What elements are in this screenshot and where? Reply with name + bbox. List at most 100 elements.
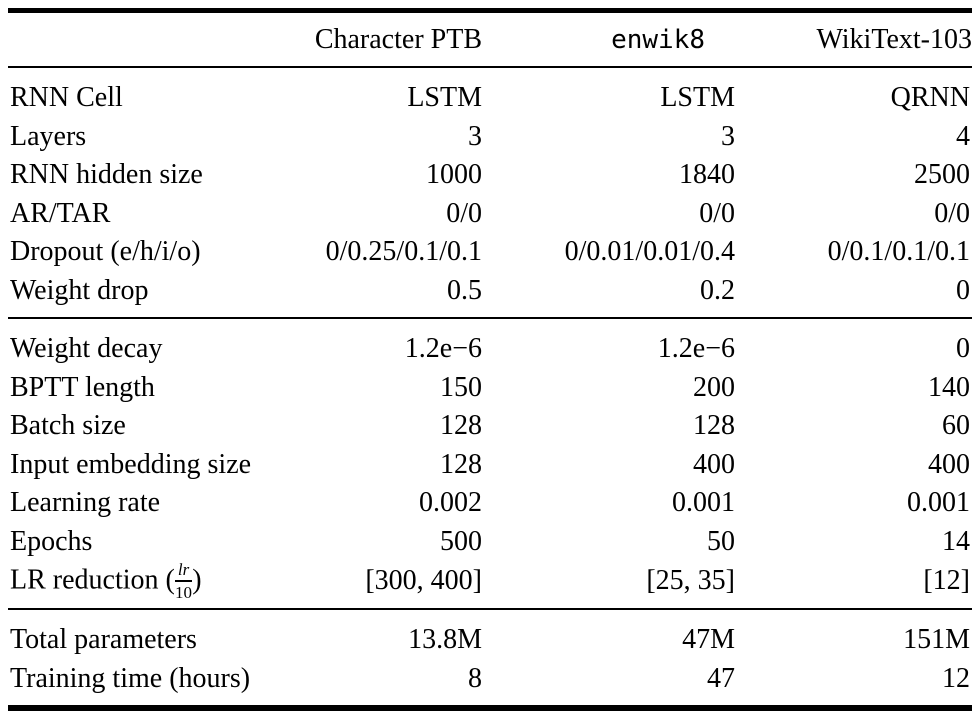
- row-label-text: Layers: [10, 120, 87, 152]
- cell-value: LSTM: [407, 82, 482, 113]
- row-label: Training time (hours): [8, 660, 308, 709]
- cell-value: 0.001: [672, 487, 735, 518]
- fraction-close-paren: ): [192, 564, 202, 596]
- cell-value: 128: [440, 448, 482, 480]
- fraction-numerator: lr: [174, 561, 193, 582]
- table-row: BPTT length 150 200 140: [8, 369, 972, 408]
- cell-value: 140: [928, 371, 970, 403]
- table-section-1: RNN Cell LSTM LSTM QRNN Layers 3 3 4 RNN hidden …: [8, 67, 972, 318]
- cell-value: 128: [440, 410, 482, 441]
- row-label: RNN Cell: [8, 67, 308, 118]
- cell-value: 0/0.1/0.1/0.1: [827, 236, 970, 267]
- cell-value: 14: [942, 525, 970, 557]
- cell-value: 1.2e−6: [657, 333, 735, 364]
- cell-value: 200: [693, 371, 735, 403]
- cell-value: 3: [721, 120, 735, 152]
- row-label-text: Input embedding size: [10, 448, 252, 480]
- cell-value: 0.002: [419, 487, 482, 518]
- table-row: RNN hidden size 1000 1840 2500: [8, 156, 972, 195]
- row-label-text: Training time (hours): [10, 662, 251, 694]
- table-row: Dropout (e/h/i/o) 0/0.25/0.1/0.1 0/0.01/0.…: [8, 233, 972, 272]
- table-row: Epochs 500 50 14: [8, 523, 972, 562]
- header-row: Character PTB enwik8 WikiText-103: [8, 10, 972, 68]
- cell-value: 0.5: [447, 274, 482, 306]
- fraction-open-paren: (: [165, 564, 175, 596]
- table-row: Input embedding size 128 400 400: [8, 446, 972, 485]
- cell-value: 3: [468, 120, 482, 152]
- cell-value: 0/0.25/0.1/0.1: [325, 236, 482, 267]
- lr-fraction: lr 10: [174, 561, 193, 601]
- table-row: Training time (hours) 8 47 12: [8, 660, 972, 709]
- row-label-text: Weight drop: [10, 274, 149, 306]
- row-label-text: LR reduction: [10, 564, 166, 596]
- cell-value: [12]: [923, 564, 970, 596]
- cell-value: 0/0: [699, 197, 735, 229]
- row-label: Batch size: [8, 407, 308, 446]
- row-label-text: Learning rate: [10, 487, 161, 518]
- table-row: Weight decay 1.2e−6 1.2e−6 0: [8, 318, 972, 369]
- cell-value: 2500: [914, 159, 970, 190]
- row-label-text: RNN hidden size: [10, 159, 203, 190]
- cell-value: 0.001: [907, 487, 970, 518]
- cell-value: 0.2: [700, 274, 735, 306]
- row-label: Input embedding size: [8, 446, 308, 485]
- cell-value: 0: [956, 274, 970, 306]
- row-label-text: Epochs: [10, 525, 93, 557]
- table-header: Character PTB enwik8 WikiText-103: [8, 10, 972, 68]
- cell-value: 13.8M: [408, 624, 482, 655]
- table-row: Total parameters 13.8M 47M 151M: [8, 609, 972, 660]
- row-label: Layers: [8, 118, 308, 157]
- cell-value: 1840: [679, 159, 735, 190]
- table-row: LR reduction (lr 10) [300, 400] [25, 35] [12…: [8, 561, 972, 609]
- row-label-text: Total parameters: [10, 624, 197, 655]
- row-label-text: Weight decay: [10, 333, 163, 364]
- cell-value: 12: [942, 662, 970, 694]
- cell-value: 0: [956, 333, 970, 364]
- row-label: Weight drop: [8, 272, 308, 319]
- cell-value: 1000: [426, 159, 482, 190]
- table-row: Layers 3 3 4: [8, 118, 972, 157]
- row-label-text: RNN Cell: [10, 82, 123, 113]
- cell-value: 8: [468, 662, 482, 694]
- cell-value: 0/0: [934, 197, 970, 229]
- row-label: Learning rate: [8, 484, 308, 523]
- cell-value: [25, 35]: [646, 564, 735, 596]
- hyperparameter-table: Character PTB enwik8 WikiText-103 RNN Cell…: [8, 8, 972, 711]
- cell-value: 0/0: [446, 197, 482, 229]
- cell-value: [300, 400]: [365, 564, 482, 596]
- row-label: Dropout (e/h/i/o): [8, 233, 308, 272]
- cell-value: 50: [707, 525, 735, 557]
- row-label: LR reduction (lr 10): [8, 561, 308, 609]
- row-label: AR/TAR: [8, 195, 308, 234]
- cell-value: 0/0.01/0.01/0.4: [564, 236, 735, 267]
- table-section-2: Weight decay 1.2e−6 1.2e−6 0 BPTT length 150 2…: [8, 318, 972, 609]
- cell-value: 151M: [903, 624, 970, 655]
- row-label: RNN hidden size: [8, 156, 308, 195]
- cell-value: 4: [956, 120, 970, 152]
- column-header-wikitext-103: WikiText-103: [735, 10, 972, 68]
- row-label-text: Dropout (e/h/i/o): [10, 236, 201, 267]
- column-header-character-ptb: Character PTB: [308, 10, 482, 68]
- cell-value: 400: [928, 448, 970, 480]
- row-label: Epochs: [8, 523, 308, 562]
- row-label: Weight decay: [8, 318, 308, 369]
- table-row: AR/TAR 0/0 0/0 0/0: [8, 195, 972, 234]
- cell-value: 128: [693, 410, 735, 441]
- row-label-text: Batch size: [10, 410, 126, 441]
- cell-value: 60: [942, 410, 970, 441]
- cell-value: 1.2e−6: [404, 333, 482, 364]
- row-label-text: AR/TAR: [10, 197, 111, 229]
- table-row: RNN Cell LSTM LSTM QRNN: [8, 67, 972, 118]
- cell-value: QRNN: [890, 82, 970, 113]
- table-row: Batch size 128 128 60: [8, 407, 972, 446]
- row-label: BPTT length: [8, 369, 308, 408]
- row-label: Total parameters: [8, 609, 308, 660]
- cell-value: 47: [707, 662, 735, 694]
- cell-value: 400: [693, 448, 735, 480]
- cell-value: 500: [440, 525, 482, 557]
- corner-cell: [8, 10, 308, 68]
- column-header-enwik8: enwik8: [482, 10, 735, 68]
- table-row: Weight drop 0.5 0.2 0: [8, 272, 972, 319]
- cell-value: 150: [440, 371, 482, 403]
